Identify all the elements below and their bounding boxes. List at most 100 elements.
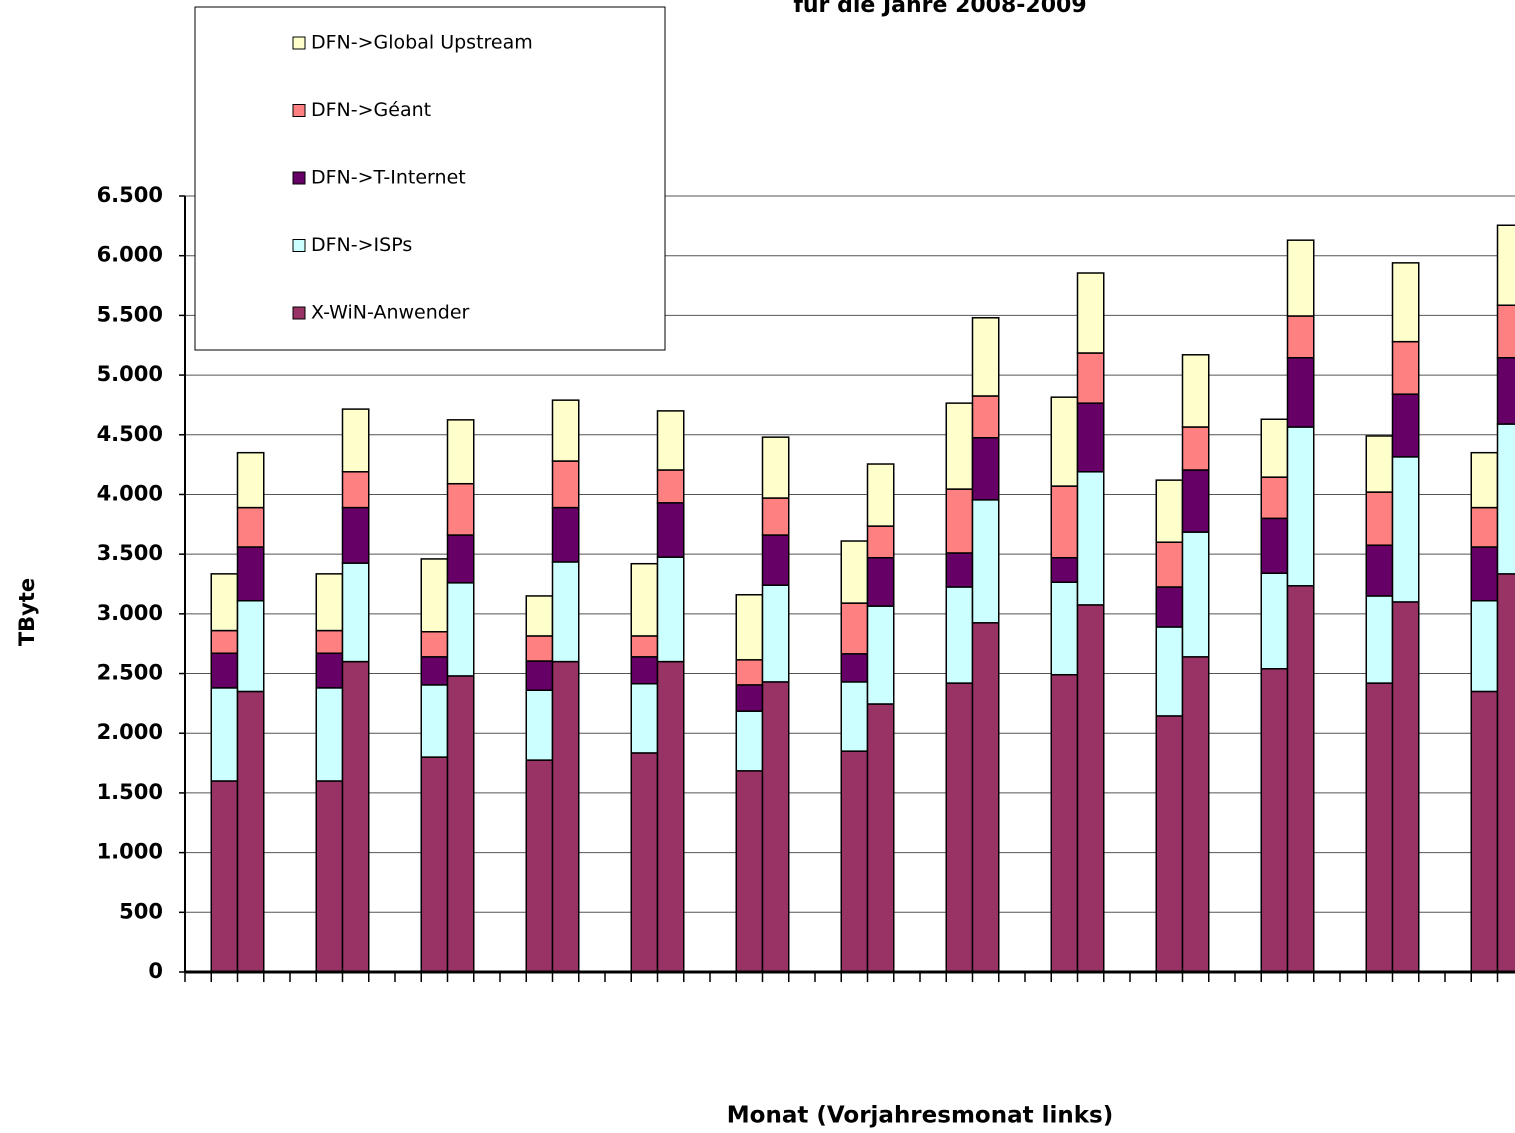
bar-segment (525, 660, 554, 692)
bar-segment (1286, 426, 1315, 587)
bar-segment (1050, 485, 1079, 559)
legend-label: DFN->Global Upstream (311, 32, 533, 54)
y-tick-label: 2.000 (97, 720, 163, 744)
bar-segment (1286, 585, 1315, 973)
bar-segment (420, 631, 449, 658)
bar-segment (1286, 239, 1315, 317)
bar-segment (1391, 601, 1420, 973)
y-tick-label: 0 (148, 959, 163, 983)
bar-segment (1181, 426, 1210, 471)
bar-segment (1181, 469, 1210, 533)
bar-segment (315, 687, 344, 782)
x-axis-label: Monat (Vorjahresmonat links) (727, 1103, 1114, 1129)
bar-segment (971, 622, 1000, 973)
bar-segment (1470, 546, 1499, 602)
bar-segment (630, 562, 659, 637)
bar-segment (1496, 573, 1515, 973)
bar-segment (971, 317, 1000, 397)
bar-segment (735, 593, 764, 661)
y-axis-label: TByte (15, 578, 39, 646)
bar-segment (630, 656, 659, 685)
y-tick-label: 6.000 (97, 243, 163, 267)
legend-label: X-WiN-Anwender (311, 302, 470, 324)
bar-segment (341, 506, 370, 564)
legend-swatch (292, 36, 306, 50)
bar-segment (1365, 544, 1394, 597)
bar-segment (630, 752, 659, 973)
bar-segment (656, 469, 685, 504)
bar-segment (1181, 656, 1210, 973)
bar-segment (236, 599, 265, 693)
bar-segment (1365, 435, 1394, 493)
bar-segment (656, 660, 685, 973)
bar-segment (1050, 556, 1079, 583)
bar-segment (630, 635, 659, 658)
bar-segment (210, 652, 239, 689)
bar-segment (210, 573, 239, 632)
y-tick-label: 500 (119, 899, 163, 923)
bar-segment (551, 506, 580, 563)
bar-segment (840, 602, 869, 655)
bar-segment (1260, 668, 1289, 973)
bar-segment (1391, 262, 1420, 343)
y-tick-label: 1.500 (97, 780, 163, 804)
y-tick-label: 5.000 (97, 362, 163, 386)
bar-segment (1470, 599, 1499, 693)
bar-segment (341, 471, 370, 509)
legend-swatch (292, 171, 306, 185)
legend-swatch (292, 239, 306, 252)
bar-segment (315, 573, 344, 632)
bar-segment (551, 399, 580, 462)
bar-segment (446, 675, 475, 973)
bar-segment (656, 502, 685, 558)
bar-segment (525, 759, 554, 973)
legend-box (194, 6, 666, 351)
bar-segment (341, 408, 370, 473)
bar-segment (735, 684, 764, 712)
bar-segment (1470, 690, 1499, 973)
bar-segment (761, 534, 790, 586)
legend: DFN->Global Upstream DFN->Géant DFN->T-Int… (194, 6, 666, 351)
bar-segment (1181, 531, 1210, 658)
bar-segment (866, 703, 895, 973)
bar-segment (1496, 224, 1515, 306)
chart-title: für die Jahre 2008-2009 (793, 0, 1086, 18)
bar-segment (1050, 396, 1079, 487)
bar-segment (236, 690, 265, 973)
bar-segment (1076, 272, 1105, 354)
y-tick-label: 1.000 (97, 840, 163, 864)
bar-segment (446, 482, 475, 536)
bar-segment (210, 687, 239, 782)
bar-segment (761, 584, 790, 683)
y-tick-label: 4.000 (97, 481, 163, 505)
bar-segment (1391, 393, 1420, 458)
bar-segment (1155, 541, 1184, 588)
bar-segment (1076, 402, 1105, 473)
bar-segment (866, 605, 895, 705)
bar-segment (1391, 340, 1420, 395)
bar-segment (525, 595, 554, 637)
legend-swatch (292, 104, 306, 117)
bar-segment (1496, 357, 1515, 425)
bar-segment (210, 780, 239, 973)
bar-segment (840, 681, 869, 752)
bar-segment (735, 770, 764, 973)
legend-label: DFN->ISPs (311, 234, 412, 256)
bar-segment (945, 682, 974, 973)
bar-segment (945, 552, 974, 588)
bar-segment (735, 710, 764, 772)
bar-segment (446, 419, 475, 485)
bar-segment (1470, 506, 1499, 548)
bar-segment (971, 437, 1000, 501)
bar-segment (1496, 423, 1515, 575)
bar-segment (1050, 673, 1079, 973)
bar-segment (1286, 357, 1315, 428)
bar-segment (840, 653, 869, 683)
bar-segment (971, 499, 1000, 624)
bar-segment (945, 488, 974, 554)
bar-segment (761, 681, 790, 973)
bar-segment (866, 463, 895, 527)
bar-segment (1470, 451, 1499, 509)
bar-segment (1076, 352, 1105, 404)
